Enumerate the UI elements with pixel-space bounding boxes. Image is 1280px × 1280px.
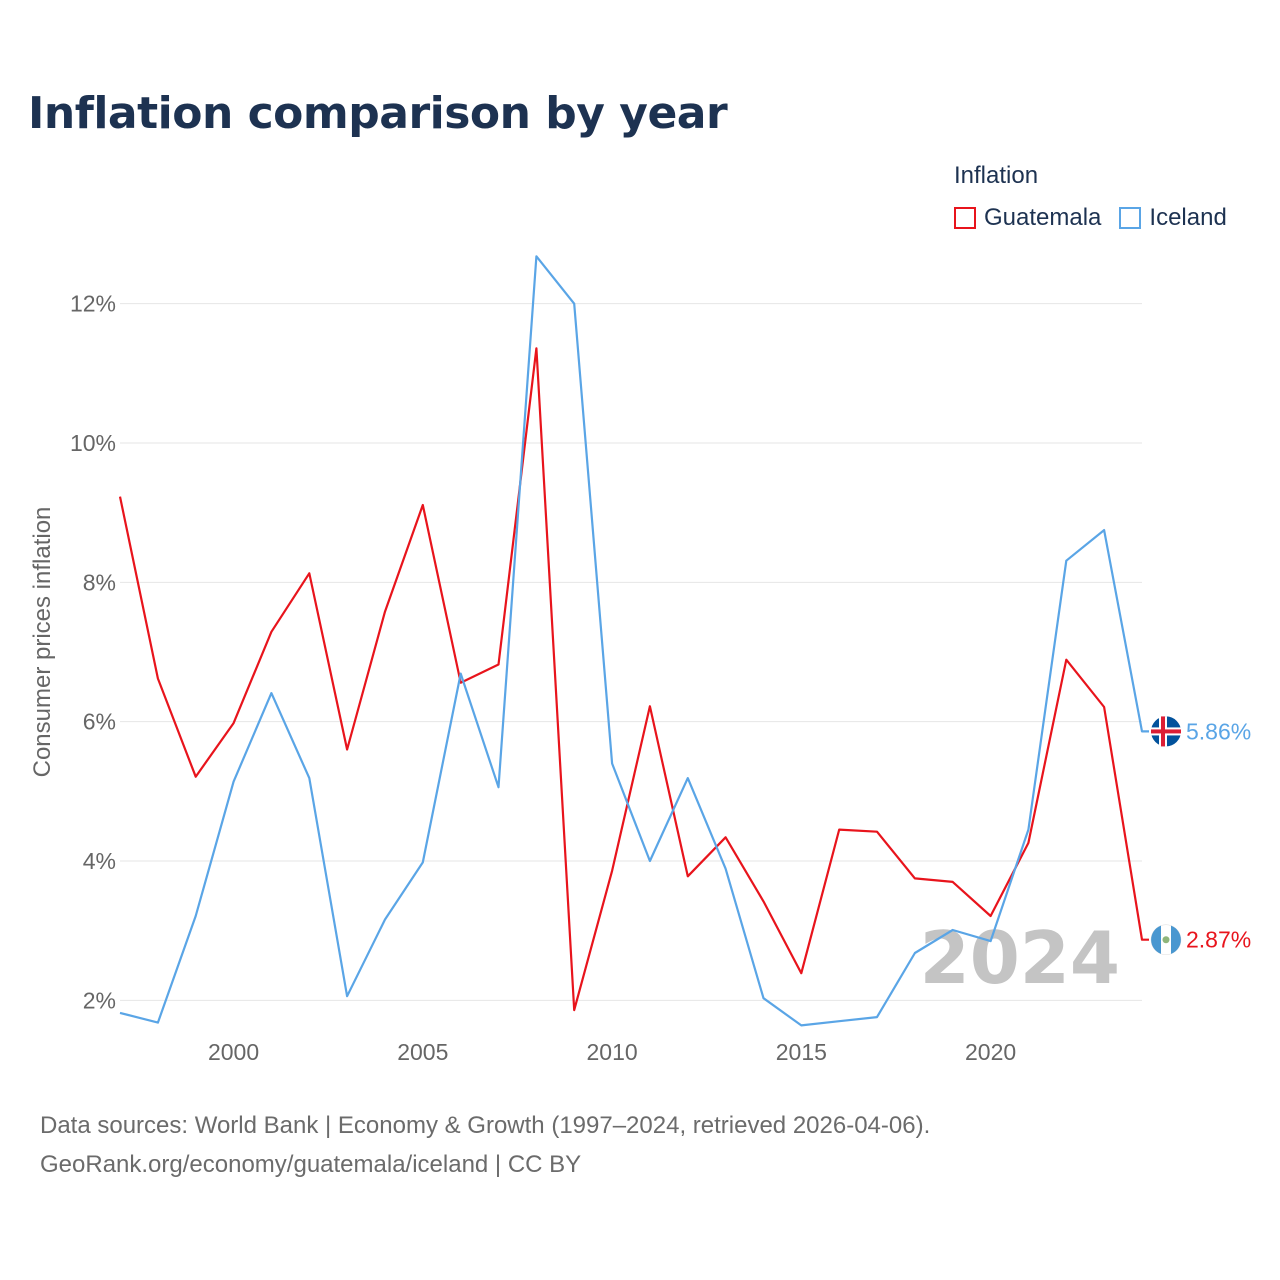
legend-item-iceland[interactable]: Iceland xyxy=(1119,204,1227,232)
flag-marker-iceland xyxy=(1151,716,1181,747)
y-tick-label-12: 12% xyxy=(70,291,116,317)
legend-label-iceland: Iceland xyxy=(1149,204,1227,231)
source-url-text: GeoRank.org/economy/guatemala/iceland | … xyxy=(40,1151,582,1178)
x-tick-label-2020: 2020 xyxy=(965,1039,1016,1065)
x-tick-label-2005: 2005 xyxy=(397,1039,448,1065)
y-axis-title: Consumer prices inflation xyxy=(29,507,56,778)
data-source-text: Data sources: World Bank | Economy & Gro… xyxy=(40,1112,931,1139)
flag-cross-v-red xyxy=(1161,716,1165,747)
series-lines xyxy=(118,255,1149,1027)
end-value-label-guatemala: 2.87% xyxy=(1186,927,1251,953)
y-tick-label-4: 4% xyxy=(83,848,116,874)
series-line-iceland xyxy=(119,255,1149,1027)
line-chart: 2% 4% 6% 8% 10% 12% 2000 2005 2010 2015 2020 Cons… xyxy=(29,255,1251,1065)
y-tick-label-6: 6% xyxy=(83,709,116,735)
legend-label-guatemala: Guatemala xyxy=(984,204,1102,231)
gridlines xyxy=(120,303,1142,1001)
legend-swatch-guatemala xyxy=(954,207,976,229)
end-markers: 2.87% 5.86% xyxy=(1150,716,1251,955)
legend-swatch-iceland xyxy=(1119,207,1142,229)
x-tick-label-2015: 2015 xyxy=(776,1039,827,1065)
chart-title: Inflation comparison by year xyxy=(28,88,728,139)
series-line-guatemala xyxy=(118,347,1149,1012)
x-axis-tick-labels: 2000 2005 2010 2015 2020 xyxy=(208,1039,1016,1065)
flag-marker-guatemala xyxy=(1150,924,1182,955)
x-tick-label-2000: 2000 xyxy=(208,1039,259,1065)
legend: Guatemala Iceland xyxy=(954,204,1245,232)
flag-left-band xyxy=(1151,925,1161,954)
footer: Data sources: World Bank | Economy & Gro… xyxy=(40,1106,930,1184)
year-watermark: 2024 xyxy=(920,916,1120,1000)
y-tick-label-10: 10% xyxy=(70,430,116,456)
flag-emblem xyxy=(1162,936,1170,944)
x-tick-label-2010: 2010 xyxy=(586,1039,637,1065)
legend-item-guatemala[interactable]: Guatemala xyxy=(954,204,1101,232)
flag-cross-h-red xyxy=(1151,729,1181,734)
y-tick-label-8: 8% xyxy=(83,569,116,595)
flag-right-band xyxy=(1171,925,1181,954)
legend-title: Inflation xyxy=(954,162,1039,189)
end-value-label-iceland: 5.86% xyxy=(1186,718,1251,744)
y-axis-tick-labels: 2% 4% 6% 8% 10% 12% xyxy=(70,291,116,1014)
y-tick-label-2: 2% xyxy=(83,987,116,1013)
